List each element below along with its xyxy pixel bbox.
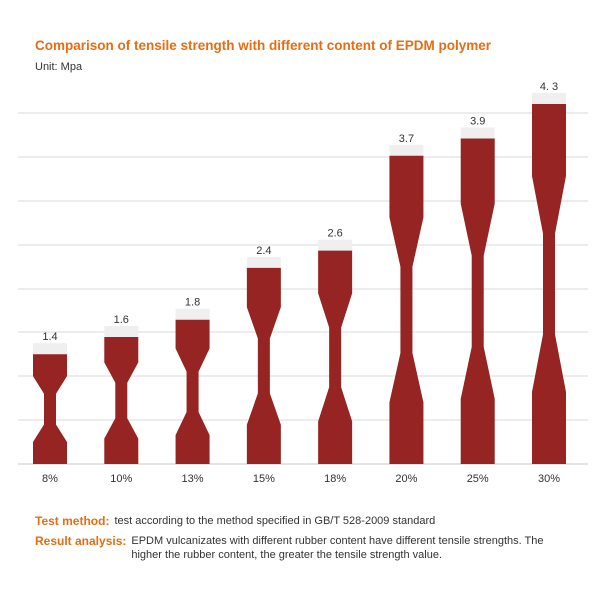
x-tick-label: 13% <box>182 473 204 485</box>
bars <box>33 93 566 464</box>
bar-cap <box>389 144 424 157</box>
bar-group <box>318 239 353 464</box>
test-method-label: Test method: <box>35 514 110 528</box>
x-tick-label: 8% <box>42 473 58 485</box>
bar <box>460 138 495 464</box>
bar <box>318 250 353 464</box>
bar-group <box>246 256 281 464</box>
value-label: 4. 3 <box>540 81 558 93</box>
bar-group <box>104 325 139 464</box>
bar <box>33 354 67 464</box>
bar-cap <box>246 256 281 269</box>
x-tick-label: 18% <box>324 473 346 485</box>
value-label: 1.8 <box>185 297 200 309</box>
bar <box>104 336 139 464</box>
value-label: 1.4 <box>42 331 57 343</box>
chart-title: Comparison of tensile strength with diff… <box>35 38 492 53</box>
bar-cap <box>175 308 210 321</box>
test-method-text: test according to the method specified i… <box>114 515 436 527</box>
x-tick-label: 15% <box>253 473 275 485</box>
unit-label: Unit: Mpa <box>35 61 83 73</box>
gridlines <box>18 112 588 465</box>
bar-group <box>532 93 566 464</box>
value-label: 3.7 <box>399 133 414 145</box>
bar-cap <box>104 325 139 338</box>
notes-section: Test method: test according to the metho… <box>35 514 570 568</box>
bar <box>175 319 210 464</box>
result-analysis-text: EPDM vulcanizates with different rubber … <box>131 535 544 561</box>
value-label: 2.6 <box>327 228 342 240</box>
x-tick-label: 25% <box>467 473 489 485</box>
value-label: 2.4 <box>256 245 271 257</box>
result-analysis-label: Result analysis: <box>35 534 127 548</box>
bar-group <box>175 308 210 464</box>
x-tick-label: 20% <box>395 473 417 485</box>
bar <box>532 104 566 464</box>
x-tick-label: 30% <box>538 473 560 485</box>
test-method-row: Test method: test according to the metho… <box>35 514 570 528</box>
value-label: 3.9 <box>470 116 485 128</box>
bar-cap <box>460 127 495 140</box>
result-analysis-row: Result analysis: EPDM vulcanizates with … <box>35 534 570 562</box>
bar <box>389 155 424 464</box>
value-label: 1.6 <box>114 314 129 326</box>
bar <box>246 267 281 464</box>
bar-group <box>33 343 67 464</box>
labels: 1.4 8% 1.6 10% 1.8 13% 2.4 15% 2.6 18% 3.7 20% 3.9 25… <box>42 81 560 485</box>
x-tick-label: 10% <box>110 473 132 485</box>
bar-cap <box>318 239 353 252</box>
bar-group <box>389 144 424 464</box>
bar-group <box>460 127 495 464</box>
bar-cap <box>532 93 566 105</box>
bar-cap <box>33 343 67 356</box>
